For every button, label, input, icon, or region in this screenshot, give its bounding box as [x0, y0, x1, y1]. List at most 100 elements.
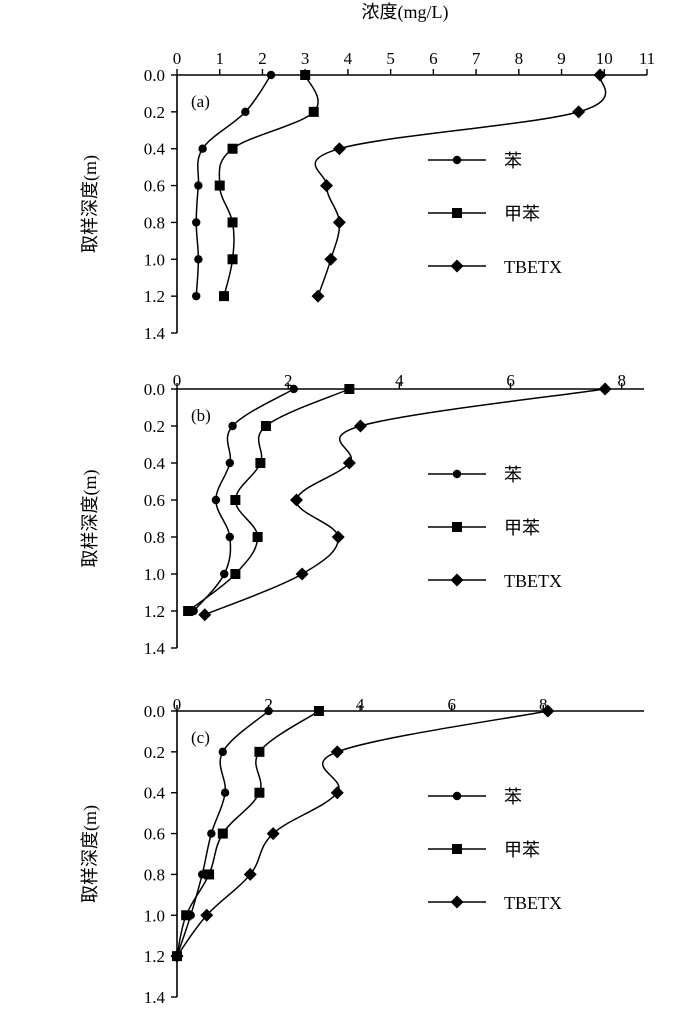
y-tick-label: 0.2 — [144, 417, 165, 436]
circle-marker-4 — [207, 829, 216, 838]
diamond-marker-4 — [290, 493, 304, 507]
circle-marker-legend-1 — [452, 791, 462, 801]
square-marker-1 — [300, 70, 311, 80]
circle-marker-legend-1 — [452, 469, 462, 479]
x-tick-label: 6 — [506, 371, 515, 390]
diamond-marker-7 — [311, 289, 325, 303]
diamond-marker-3 — [332, 142, 346, 156]
x-tick-label: 1 — [215, 49, 224, 68]
diamond-marker-legend-3 — [450, 573, 464, 587]
circle-marker-5 — [192, 218, 201, 227]
circle-marker-1 — [289, 384, 298, 394]
square-marker-2 — [254, 746, 265, 757]
diamond-marker-7 — [170, 949, 184, 963]
x-tick-label: 9 — [557, 49, 566, 68]
diamond-marker-2 — [353, 419, 367, 433]
square-marker-5 — [227, 217, 238, 228]
legend-label: TBETX — [504, 893, 562, 913]
x-tick-label: 8 — [618, 371, 627, 390]
y-tick-label: 0.4 — [144, 454, 166, 473]
x-tick-label: 6 — [429, 49, 438, 68]
square-marker-6 — [227, 254, 238, 265]
diamond-marker-6 — [324, 252, 338, 266]
y-tick-label: 1.4 — [144, 988, 166, 1007]
x-tick-label: 0 — [173, 49, 182, 68]
circle-marker-4 — [194, 181, 203, 190]
y-tick-label: 1.2 — [144, 947, 165, 966]
circle-marker-1 — [266, 70, 276, 80]
circle-marker-2 — [228, 421, 237, 431]
x-tick-label: 2 — [258, 49, 267, 68]
x-tick-label: 2 — [264, 695, 273, 714]
legend-label: 苯 — [504, 787, 522, 807]
square-marker-legend-2 — [452, 522, 462, 532]
circle-marker-3 — [220, 788, 230, 797]
diamond-marker-3 — [342, 456, 356, 470]
legend-label: 苯 — [504, 465, 522, 485]
square-marker-2 — [260, 421, 271, 431]
diamond-marker-7 — [198, 608, 212, 622]
diamond-marker-1 — [593, 68, 607, 82]
square-marker-5 — [252, 532, 263, 542]
y-tick-label: 0.0 — [144, 702, 165, 721]
diamond-marker-3 — [330, 786, 344, 800]
legend-label: TBETX — [504, 257, 562, 277]
square-marker-1 — [344, 384, 355, 394]
square-marker-2 — [308, 106, 319, 117]
legend-label: TBETX — [504, 571, 562, 591]
panel-b: 0 2 4 6 8 0.0 0.2 0.4 0.6 0.8 1.0 1.2 1.4 取样深度(m) (b) 苯… — [80, 371, 644, 658]
x-tick-label: 4 — [344, 49, 353, 68]
diamond-marker-1 — [541, 704, 555, 718]
x-tick-label: 2 — [284, 371, 293, 390]
y-tick-label: 0.0 — [144, 66, 165, 85]
diamond-marker-5 — [332, 215, 346, 229]
y-tick-label: 0.8 — [144, 865, 165, 884]
series-line-2 — [176, 710, 320, 957]
y-tick-label: 1.4 — [144, 639, 166, 658]
y-axis-label: 取样深度(m) — [80, 155, 101, 253]
y-tick-label: 0.6 — [144, 825, 165, 844]
x-tick-label: 4 — [356, 695, 365, 714]
legend-label: 苯 — [504, 151, 522, 171]
square-marker-1 — [313, 706, 324, 716]
legend-label: 甲苯 — [504, 518, 540, 538]
circle-marker-3 — [225, 458, 235, 468]
panel-label: (a) — [191, 92, 210, 111]
circle-marker-2 — [218, 747, 227, 757]
square-marker-legend-2 — [452, 844, 462, 854]
square-marker-legend-2 — [452, 208, 462, 218]
square-marker-5 — [204, 869, 215, 880]
y-tick-label: 0.8 — [144, 528, 165, 547]
diamond-marker-legend-3 — [450, 259, 464, 273]
x-tick-label: 0 — [173, 695, 182, 714]
square-marker-7 — [183, 606, 194, 616]
circle-marker-7 — [192, 291, 201, 301]
square-marker-4 — [217, 828, 228, 839]
panel-a: 0 1 2 3 4 5 6 7 8 9 10 11 0.0 0.2 0.4 0.6 0.8 1.0 1.2 1.4 取样… — [80, 49, 655, 343]
x-tick-label: 10 — [596, 49, 613, 68]
y-tick-label: 1.2 — [144, 602, 165, 621]
square-marker-6 — [230, 569, 241, 579]
panel-label: (b) — [191, 406, 211, 425]
diamond-marker-6 — [200, 908, 214, 922]
diamond-marker-5 — [243, 867, 257, 881]
circle-marker-5 — [225, 532, 235, 542]
y-tick-label: 0.0 — [144, 380, 165, 399]
x-tick-label: 7 — [472, 49, 481, 68]
x-tick-label: 6 — [447, 695, 456, 714]
y-tick-label: 0.8 — [144, 213, 165, 232]
x-tick-label: 3 — [301, 49, 310, 68]
square-marker-4 — [230, 495, 241, 505]
diamond-marker-legend-3 — [450, 895, 464, 909]
y-tick-label: 1.2 — [144, 287, 165, 306]
circle-marker-4 — [211, 495, 221, 505]
diamond-marker-2 — [330, 745, 344, 759]
square-marker-3 — [227, 143, 238, 154]
diamond-marker-4 — [320, 179, 334, 193]
circle-marker-6 — [220, 569, 229, 579]
legend-label: 甲苯 — [504, 204, 540, 224]
square-marker-6 — [181, 910, 192, 921]
y-tick-label: 1.0 — [144, 250, 165, 269]
x-tick-label: 11 — [639, 49, 655, 68]
